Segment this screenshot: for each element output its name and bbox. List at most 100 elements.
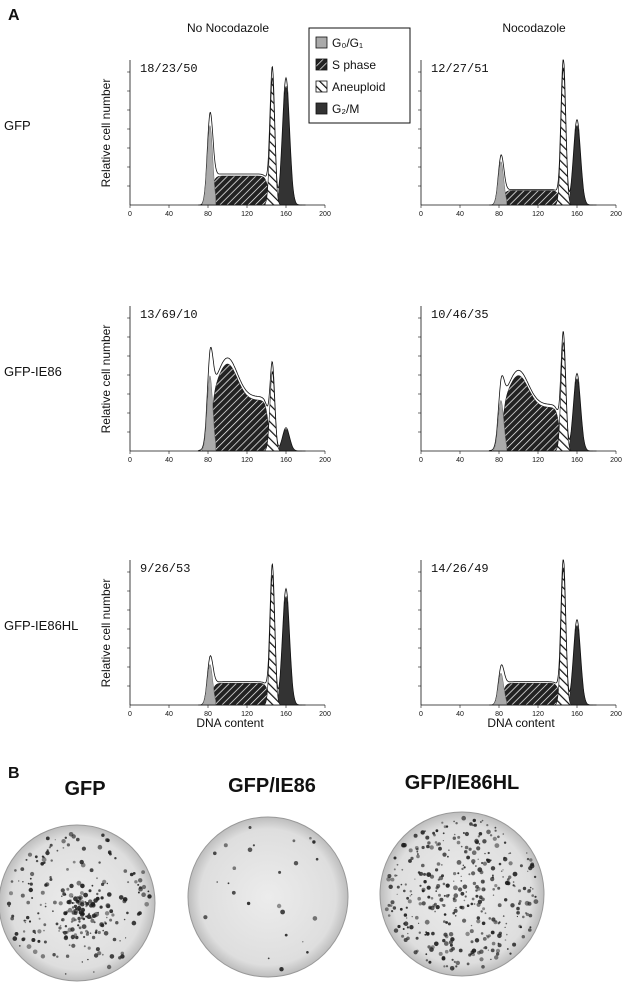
x-tick-label: 120 xyxy=(532,711,544,718)
colony xyxy=(426,885,431,890)
colony xyxy=(10,916,14,921)
colony xyxy=(396,893,398,895)
colony xyxy=(56,849,59,852)
colony xyxy=(91,884,94,887)
colony xyxy=(14,932,19,936)
colony xyxy=(425,835,430,840)
colony xyxy=(69,883,74,889)
colony xyxy=(80,900,85,904)
colony xyxy=(490,958,492,961)
colony xyxy=(37,939,41,943)
y-axis-label: Relative cell number xyxy=(99,79,113,188)
colony xyxy=(465,931,470,937)
plates: GFP GFP/IE86 GFP/IE86HL xyxy=(0,772,545,982)
colony xyxy=(481,819,484,822)
colony xyxy=(460,875,462,878)
colony xyxy=(118,956,122,960)
colony xyxy=(49,876,52,879)
colony xyxy=(441,821,444,824)
colony xyxy=(506,881,511,886)
colony xyxy=(488,917,492,920)
colony xyxy=(471,952,475,957)
colony xyxy=(26,900,31,905)
colony xyxy=(106,964,112,970)
colony xyxy=(413,833,418,838)
colony xyxy=(406,926,409,929)
colony xyxy=(83,935,86,939)
colony xyxy=(477,835,481,838)
colony xyxy=(506,878,510,881)
colony xyxy=(457,835,461,839)
colony xyxy=(102,879,107,885)
colony xyxy=(443,913,447,916)
colony xyxy=(141,892,146,897)
colony xyxy=(141,884,147,890)
colony xyxy=(477,899,483,904)
colony xyxy=(28,920,32,923)
colony xyxy=(420,830,425,835)
colony xyxy=(76,905,82,911)
colony xyxy=(504,926,506,929)
colony xyxy=(26,915,30,920)
colony xyxy=(482,839,487,844)
colony xyxy=(425,932,430,936)
colony xyxy=(73,902,75,904)
colony xyxy=(8,905,10,908)
colony xyxy=(497,903,502,908)
colony xyxy=(485,934,489,937)
colony xyxy=(409,895,411,897)
colony xyxy=(495,948,501,954)
colony xyxy=(411,916,413,918)
colony xyxy=(403,921,409,926)
colony xyxy=(37,912,40,915)
colony xyxy=(460,845,463,848)
colony xyxy=(27,852,33,857)
colony xyxy=(487,949,489,951)
colony xyxy=(80,862,86,868)
annotation: 9/26/53 xyxy=(140,562,190,576)
colony xyxy=(460,880,463,882)
colony xyxy=(388,884,393,889)
colony xyxy=(82,917,86,921)
colony xyxy=(517,889,522,893)
colony xyxy=(484,912,487,915)
colony xyxy=(246,901,251,906)
colony xyxy=(64,925,68,928)
colony xyxy=(27,882,30,885)
colony xyxy=(43,861,46,864)
colony xyxy=(111,913,115,917)
colony xyxy=(410,893,413,896)
colony xyxy=(462,884,468,890)
g2-area xyxy=(275,595,302,706)
colony xyxy=(65,954,70,958)
colony xyxy=(506,948,509,950)
colony xyxy=(527,889,531,894)
colony xyxy=(424,830,426,832)
colony xyxy=(471,850,477,855)
colony xyxy=(20,893,25,898)
colony xyxy=(492,888,496,891)
colony xyxy=(443,920,446,923)
colony xyxy=(34,855,38,859)
colony xyxy=(46,849,49,852)
colony xyxy=(406,917,408,919)
x-tick-label: 40 xyxy=(165,711,173,718)
colony xyxy=(421,887,426,892)
colony xyxy=(90,918,95,923)
colony xyxy=(497,835,500,839)
colony xyxy=(129,872,134,877)
colony xyxy=(504,939,507,941)
x-tick-label: 80 xyxy=(204,711,212,718)
colony xyxy=(67,927,73,933)
colony xyxy=(450,937,455,942)
colony xyxy=(476,919,481,924)
colony xyxy=(31,897,34,899)
colony xyxy=(302,941,304,943)
colony xyxy=(521,935,525,939)
row-label: GFP-IE86HL xyxy=(4,618,78,633)
colony xyxy=(448,932,454,937)
colony xyxy=(437,842,441,846)
colony xyxy=(457,872,460,875)
x-tick-label: 200 xyxy=(610,211,622,218)
colony xyxy=(471,859,476,864)
